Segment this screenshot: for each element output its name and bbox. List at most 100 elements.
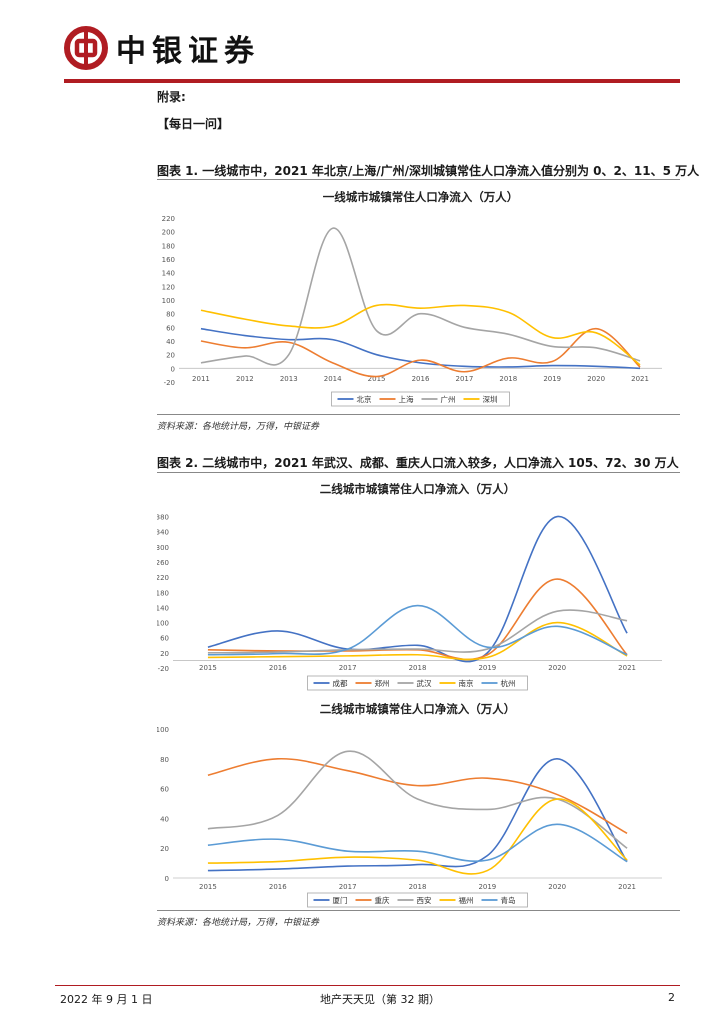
chart-1-ytick-6: 220 (157, 574, 169, 582)
chart-second-tier-cities-b: 二线城市城镇常住人口净流入（万人） 0 20 40 60 80 100 2015 2016 201… (157, 702, 662, 908)
figure-1-title: 图表 1. 一线城市中，2021 年北京/上海/广州/深圳城镇常住人口净流入值分… (157, 164, 700, 178)
chart-0-xtick-4: 2015 (368, 375, 386, 383)
brand-logo: 中银证券 (64, 26, 260, 70)
chart-0-xtick-8: 2019 (543, 375, 561, 383)
appendix-label: 附录: (157, 90, 186, 104)
chart-first-tier-cities: 一线城市城镇常住人口净流入（万人） -20 0 20 40 60 80 100 120 140 16… (162, 190, 662, 407)
chart-0-legend-box (331, 391, 510, 407)
chart-2-legend-label-0: 厦门 (333, 896, 348, 905)
chart-1-ytick-10: 380 (157, 514, 169, 522)
chart-0-series-2-line (200, 227, 641, 366)
chart-1-legend-label-2: 武汉 (417, 678, 432, 688)
chart-1-xtick-5: 2020 (548, 664, 566, 672)
chart-2-xtick-5: 2020 (548, 883, 566, 891)
chart-1-xtick-3: 2018 (409, 664, 427, 672)
chart-2-xtick-3: 2018 (409, 883, 427, 891)
chart-1-xtick-2: 2017 (339, 664, 357, 672)
figure-2-title: 图表 2. 二线城市中，2021 年武汉、成都、重庆人口流入较多，人口净流入 1… (157, 456, 679, 470)
chart-1-legend-label-0: 成都 (333, 678, 348, 688)
chart-2-xtick-2: 2017 (339, 883, 357, 891)
chart-0-series-1-line (200, 327, 641, 378)
chart-1-ytick-7: 260 (157, 559, 169, 567)
chart-1-legend-box (307, 675, 528, 691)
chart-2-legend-label-4: 青岛 (501, 895, 516, 905)
chart-2-ytick-4: 80 (160, 756, 169, 764)
chart-0-ytick-9: 160 (162, 256, 175, 264)
footer-divider (55, 985, 680, 986)
chart-2-ytick-3: 60 (160, 786, 169, 794)
chart-0-ytick-3: 40 (166, 338, 175, 346)
chart-0-ytick-4: 60 (166, 324, 175, 332)
chart-1-title: 二线城市城镇常住人口净流入（万人） (320, 482, 516, 496)
chart-2-xtick-0: 2015 (199, 883, 217, 891)
chart-2-series-1-line (207, 757, 628, 834)
footer-report-title: 地产天天见（第 32 期） (320, 993, 440, 1006)
chart-2-series-0-line (207, 757, 628, 872)
chart-0-title: 一线城市城镇常住人口净流入（万人） (323, 190, 519, 204)
chart-1-series-1-line (207, 578, 628, 661)
chart-0-xtick-6: 2017 (455, 375, 473, 383)
chart-2-legend-box (307, 892, 528, 908)
brand-name: 中银证券 (116, 34, 260, 69)
chart-0-xtick-3: 2014 (324, 375, 342, 383)
chart-2-ytick-5: 100 (157, 726, 169, 734)
chart-2-xtick-6: 2021 (618, 883, 636, 891)
chart-2-title: 二线城市城镇常住人口净流入（万人） (320, 702, 516, 716)
chart-2-legend-label-2: 西安 (417, 895, 432, 905)
chart-0-ytick-10: 180 (162, 242, 175, 250)
chart-0-legend-label-1: 上海 (399, 394, 414, 404)
chart-2-xtick-4: 2019 (478, 883, 496, 891)
chart-1-ytick-4: 140 (157, 604, 169, 612)
chart-1-series-0-line (207, 515, 628, 663)
chart-1-legend-label-4: 杭州 (501, 678, 516, 688)
chart-0-legend-label-2: 广州 (441, 394, 456, 404)
figure-2-bottom-rule (157, 910, 680, 911)
chart-2-ytick-2: 40 (160, 815, 169, 823)
chart-0-xtick-1: 2012 (236, 375, 254, 383)
chart-0-ytick-5: 80 (166, 311, 175, 319)
chart-0-xtick-9: 2020 (587, 375, 605, 383)
chart-0-xtick-2: 2013 (280, 375, 298, 383)
chart-2-series-4-line (207, 823, 628, 863)
chart-1-ytick-2: 60 (160, 635, 169, 643)
chart-0-ytick-7: 120 (162, 283, 175, 291)
chart-0-xtick-10: 2021 (631, 375, 649, 383)
chart-1-series-2-line (207, 609, 628, 654)
chart-0-ytick-0: -20 (164, 379, 175, 387)
chart-1-ytick-5: 180 (157, 589, 169, 597)
chart-1-ytick-8: 300 (157, 544, 169, 552)
boc-logo-icon (64, 26, 108, 70)
chart-1-series-3-line (207, 621, 628, 661)
chart-second-tier-cities-a: 二线城市城镇常住人口净流入（万人） -20 20 60 100 140 180 220 260 3… (157, 482, 662, 691)
page-number: 2 (668, 991, 675, 1004)
chart-0-xtick-7: 2018 (499, 375, 517, 383)
figure-1-top-rule (157, 179, 680, 180)
chart-2-ytick-1: 20 (160, 845, 169, 853)
chart-1-series-4-line (207, 604, 628, 656)
chart-0-legend-label-0: 北京 (357, 394, 372, 404)
chart-1-xtick-6: 2021 (618, 664, 636, 672)
chart-0-series-0-line (200, 327, 641, 370)
footer-date: 2022 年 9 月 1 日 (60, 993, 153, 1006)
chart-0-ytick-12: 220 (162, 215, 175, 223)
chart-0-series-3-line (200, 303, 641, 366)
chart-0-ytick-11: 200 (162, 229, 175, 237)
chart-1-ytick-0: -20 (158, 665, 169, 673)
figure-1-bottom-rule (157, 414, 680, 415)
section-label: 【每日一问】 (157, 117, 230, 131)
chart-0-ytick-8: 140 (162, 270, 175, 278)
chart-2-ytick-0: 0 (165, 875, 169, 883)
chart-1-ytick-9: 340 (157, 529, 169, 537)
chart-1-xtick-1: 2016 (269, 664, 287, 672)
chart-0-xtick-5: 2016 (412, 375, 430, 383)
chart-1-legend-label-1: 郑州 (375, 678, 390, 688)
chart-1-ytick-1: 20 (160, 650, 169, 658)
chart-2-legend-label-3: 福州 (459, 896, 474, 905)
chart-1-ytick-3: 100 (157, 620, 169, 628)
chart-2-xtick-1: 2016 (269, 883, 287, 891)
header-divider (64, 79, 680, 83)
figure-1-source: 资料来源：各地统计局，万得，中银证券 (157, 422, 320, 432)
chart-0-ytick-1: 0 (171, 365, 175, 373)
chart-2-series-3-line (207, 798, 628, 875)
chart-2-legend-label-1: 重庆 (375, 895, 390, 905)
